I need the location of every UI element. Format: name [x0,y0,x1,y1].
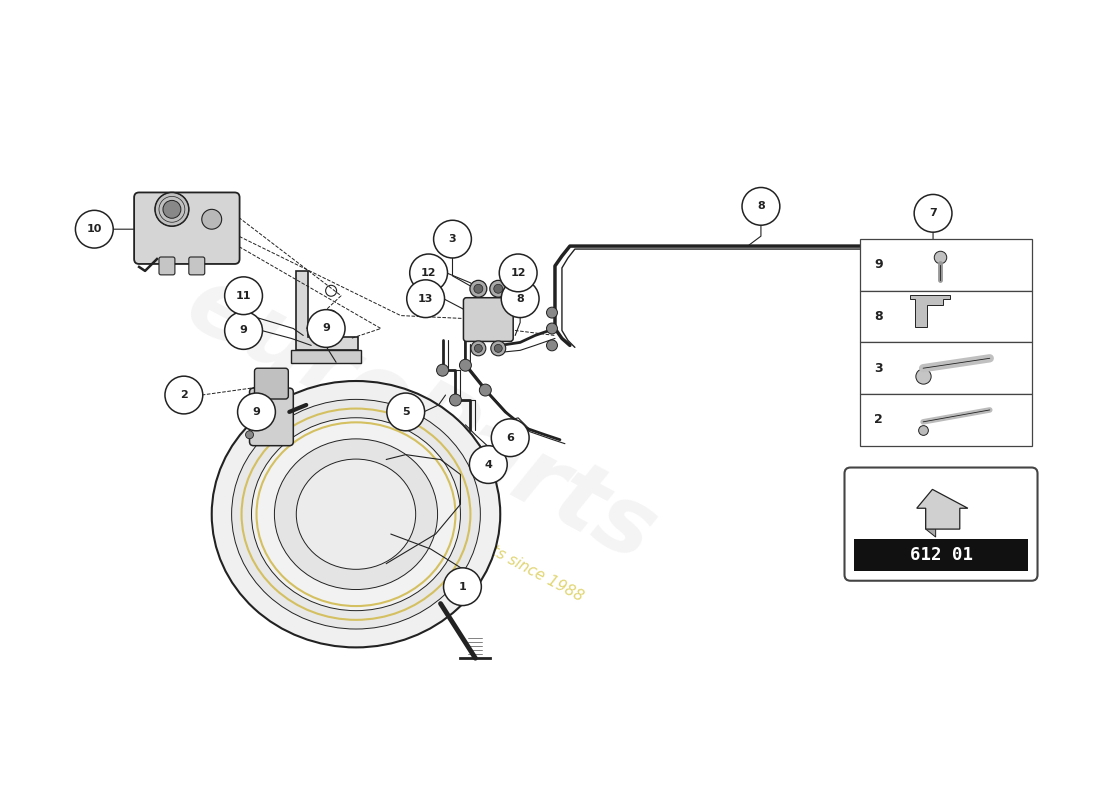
Circle shape [494,344,503,352]
Circle shape [470,446,507,483]
Text: 7: 7 [930,208,937,218]
Text: 2: 2 [180,390,188,400]
FancyBboxPatch shape [189,257,205,275]
Polygon shape [910,294,950,326]
Text: 2: 2 [874,414,883,426]
Circle shape [471,341,486,356]
Circle shape [387,393,425,430]
Circle shape [460,359,472,371]
Ellipse shape [211,381,500,647]
Text: 3: 3 [449,234,456,244]
Text: 9: 9 [240,326,248,335]
Bar [860,342,1032,394]
Circle shape [76,210,113,248]
Polygon shape [292,350,361,363]
Circle shape [934,339,946,352]
Circle shape [742,187,780,226]
Circle shape [914,194,952,232]
Text: euroParts: euroParts [170,258,671,582]
Circle shape [491,341,506,356]
Circle shape [407,280,444,318]
Circle shape [245,430,253,438]
Circle shape [547,340,558,351]
Bar [860,290,1032,342]
Circle shape [474,344,482,352]
Circle shape [163,200,180,218]
Circle shape [245,398,253,406]
Circle shape [165,376,202,414]
Circle shape [502,280,539,318]
FancyBboxPatch shape [933,314,957,362]
Ellipse shape [252,418,461,610]
Polygon shape [296,271,358,350]
Text: 12: 12 [510,268,526,278]
Text: 13: 13 [418,294,433,304]
Text: 9: 9 [874,258,883,271]
Ellipse shape [274,439,438,590]
Circle shape [326,310,337,321]
Text: 6: 6 [506,433,514,442]
FancyBboxPatch shape [463,298,514,342]
Bar [855,539,1027,571]
Polygon shape [916,490,968,529]
Circle shape [934,322,946,335]
Circle shape [238,393,275,430]
Text: 1: 1 [459,582,466,592]
Text: 10: 10 [87,224,102,234]
FancyBboxPatch shape [254,368,288,399]
Circle shape [547,307,558,318]
Circle shape [470,280,487,298]
Circle shape [499,254,537,292]
Circle shape [480,384,492,396]
Polygon shape [926,508,936,537]
Text: 8: 8 [516,294,524,304]
Circle shape [245,414,253,422]
Circle shape [474,284,483,294]
Text: 3: 3 [874,362,883,374]
Circle shape [433,220,472,258]
Text: 9: 9 [322,323,330,334]
Circle shape [155,193,189,226]
Circle shape [450,394,461,406]
Text: 5: 5 [402,407,409,417]
FancyBboxPatch shape [160,257,175,275]
Circle shape [409,254,448,292]
Bar [860,394,1032,446]
Circle shape [224,312,263,350]
Circle shape [307,310,345,347]
FancyBboxPatch shape [845,467,1037,581]
Circle shape [490,280,507,298]
Circle shape [326,286,337,296]
FancyBboxPatch shape [250,388,294,446]
Text: 12: 12 [421,268,437,278]
Circle shape [494,284,503,294]
Text: 612 01: 612 01 [910,546,972,564]
Text: 4: 4 [484,459,493,470]
FancyBboxPatch shape [134,193,240,264]
Circle shape [201,210,222,229]
Text: 8: 8 [874,310,883,323]
Text: 11: 11 [235,290,251,301]
Circle shape [224,277,263,314]
Circle shape [547,323,558,334]
Text: a passion for parts since 1988: a passion for parts since 1988 [375,483,586,605]
Text: 9: 9 [253,407,261,417]
Circle shape [492,419,529,457]
Ellipse shape [296,459,416,570]
Ellipse shape [232,399,481,629]
Circle shape [437,364,449,376]
Circle shape [443,568,482,606]
Text: 8: 8 [757,202,764,211]
Bar [860,239,1032,290]
